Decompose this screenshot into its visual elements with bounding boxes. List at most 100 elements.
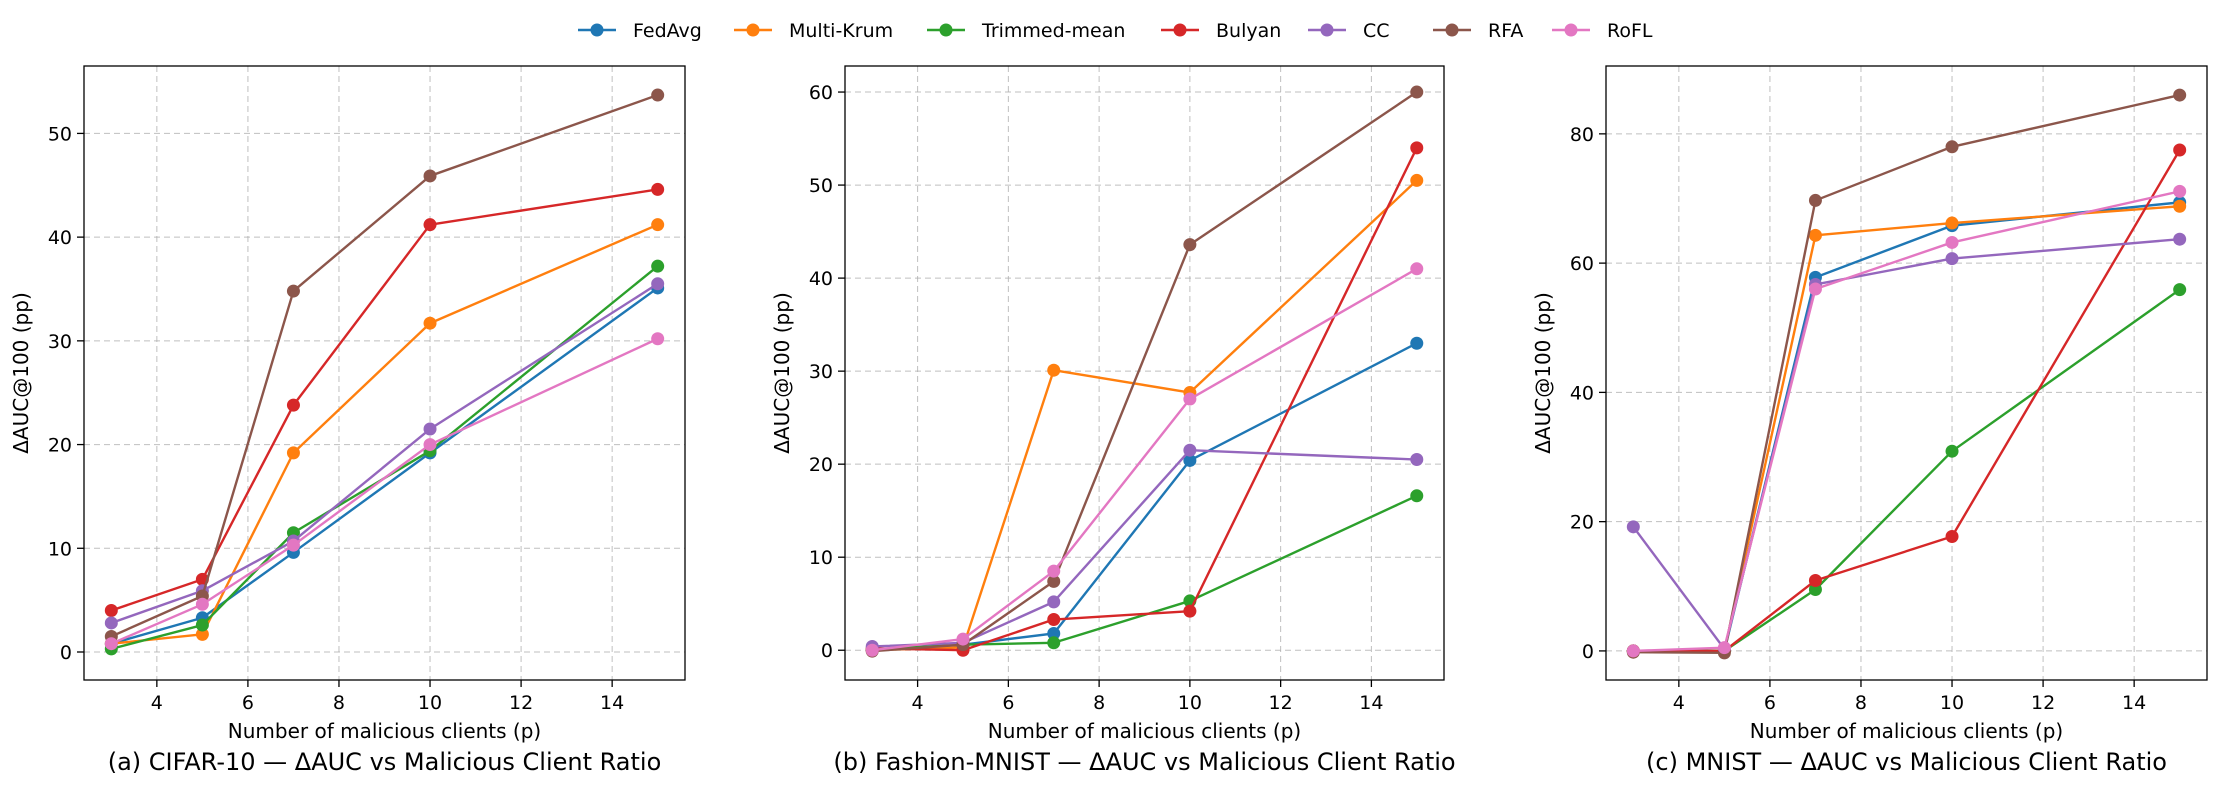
chart-panel-1: 4 6 8 10 12 14 0 10 20 30 40 50 Number of malicious …: [9, 65, 686, 776]
x-tick-label: 4: [151, 692, 163, 714]
panel-caption: (b) Fashion-MNIST — ΔAUC vs Malicious Cl…: [833, 748, 1455, 776]
data-point-cc: [651, 277, 665, 291]
data-point-cc: [104, 616, 118, 630]
x-axis-label: Number of malicious clients (p): [988, 719, 1301, 743]
series-cc: [1626, 232, 2187, 656]
y-axis-label: ΔAUC@100 (pp): [1531, 292, 1555, 454]
x-tick-label: 6: [242, 692, 254, 714]
series-line-fedavg: [872, 342, 1418, 652]
data-point-rofl: [1717, 641, 1731, 655]
series-line-rofl: [1633, 190, 2180, 653]
y-axis-label: ΔAUC@100 (pp): [9, 292, 33, 454]
data-point-bulyan: [651, 182, 665, 196]
legend-marker: [746, 23, 760, 37]
data-point-trimmed-mean: [2173, 283, 2187, 297]
y-tick-label: 30: [48, 331, 72, 353]
series-line-rofl: [110, 337, 659, 645]
legend: FedAvg Multi-Krum Trimmed-mean Bulyan CC RFA R…: [578, 20, 1653, 42]
series-rofl: [865, 262, 1424, 657]
series-group: [865, 85, 1424, 658]
series-fedavg: [1626, 195, 2187, 658]
legend-label: Bulyan: [1216, 20, 1281, 42]
series-bulyan: [1626, 143, 2187, 658]
y-tick-label: 0: [60, 642, 72, 664]
data-point-multi-krum: [1945, 216, 1959, 230]
series-line-cc: [1632, 238, 2180, 651]
gridlines: [845, 66, 1444, 680]
data-point-multi-krum: [286, 446, 300, 460]
gridlines: [84, 66, 685, 680]
data-point-rfa: [1945, 140, 1959, 154]
data-point-cc: [1183, 443, 1197, 457]
series-bulyan: [865, 141, 1424, 657]
series-line-multi-krum: [872, 179, 1418, 652]
data-point-rfa: [1047, 574, 1061, 588]
series-trimmed-mean: [865, 489, 1424, 656]
series-line-bulyan: [1633, 149, 2181, 653]
data-point-multi-krum: [1047, 363, 1061, 377]
data-point-rofl: [2173, 184, 2187, 198]
data-point-rofl: [1410, 262, 1424, 276]
data-point-rofl: [865, 643, 879, 657]
data-point-bulyan: [104, 604, 118, 618]
data-point-multi-krum: [195, 627, 209, 641]
data-point-bulyan: [1945, 530, 1959, 544]
series-line-multi-krum: [1633, 205, 2180, 653]
legend-entry-trimmed-mean: Trimmed-mean: [927, 20, 1125, 42]
data-point-rofl: [104, 637, 118, 651]
x-tick-label: 4: [1673, 692, 1685, 714]
legend-label: RFA: [1488, 20, 1523, 42]
legend-marker: [1173, 23, 1187, 37]
data-point-rofl: [1808, 282, 1822, 296]
data-point-rfa: [423, 169, 437, 183]
y-tick-label: 40: [48, 227, 72, 249]
plot-frame: [844, 65, 1445, 681]
y-tick-label: 20: [1570, 512, 1594, 534]
legend-label: RoFL: [1607, 20, 1653, 42]
series-line-bulyan: [110, 188, 658, 612]
data-point-trimmed-mean: [651, 259, 665, 273]
legend-entry-rfa: RFA: [1433, 20, 1523, 42]
series-line-rfa: [1633, 93, 2180, 655]
data-point-multi-krum: [2173, 199, 2187, 213]
data-point-rofl: [423, 438, 437, 452]
y-tick-label: 0: [1582, 641, 1594, 663]
data-point-rofl: [1945, 235, 1959, 249]
data-point-cc: [2173, 232, 2187, 246]
y-tick-label: 60: [1570, 253, 1594, 275]
data-point-fedavg: [1047, 626, 1061, 640]
y-tick-label: 40: [1570, 382, 1594, 404]
data-point-bulyan: [1183, 604, 1197, 618]
data-point-trimmed-mean: [1808, 583, 1822, 597]
axes: 4 6 8 10 12 14 0 10 20 30 40 50: [48, 123, 624, 714]
x-tick-label: 6: [1764, 692, 1776, 714]
x-tick-label: 12: [509, 692, 533, 714]
data-point-trimmed-mean: [195, 618, 209, 632]
data-point-multi-krum: [651, 218, 665, 232]
chart-panel-2: 4 6 8 10 12 14 0 10 20 30 40 50 60 Number of maliciou…: [770, 65, 1456, 776]
series-line-bulyan: [872, 147, 1418, 652]
series-line-rofl: [872, 267, 1418, 652]
x-axis-label: Number of malicious clients (p): [1750, 719, 2063, 743]
plot-frame: [83, 65, 686, 681]
series-cc: [865, 443, 1424, 654]
y-tick-label: 40: [809, 268, 833, 290]
legend-label: FedAvg: [633, 20, 702, 42]
x-tick-label: 10: [418, 692, 442, 714]
x-axis-label: Number of malicious clients (p): [228, 719, 541, 743]
series-bulyan: [104, 182, 665, 618]
data-point-rofl: [1626, 644, 1640, 658]
data-point-rofl: [1047, 564, 1061, 578]
data-point-rfa: [1183, 238, 1197, 252]
y-axis-label: ΔAUC@100 (pp): [770, 292, 794, 454]
y-tick-label: 80: [1570, 124, 1594, 146]
legend-marker: [1320, 23, 1334, 37]
data-point-cc: [423, 422, 437, 436]
data-point-fedavg: [1410, 336, 1424, 350]
series-rofl: [104, 332, 665, 651]
data-point-rofl: [195, 597, 209, 611]
data-point-rfa: [1410, 85, 1424, 99]
gridlines: [1606, 66, 2207, 680]
data-point-multi-krum: [423, 316, 437, 330]
